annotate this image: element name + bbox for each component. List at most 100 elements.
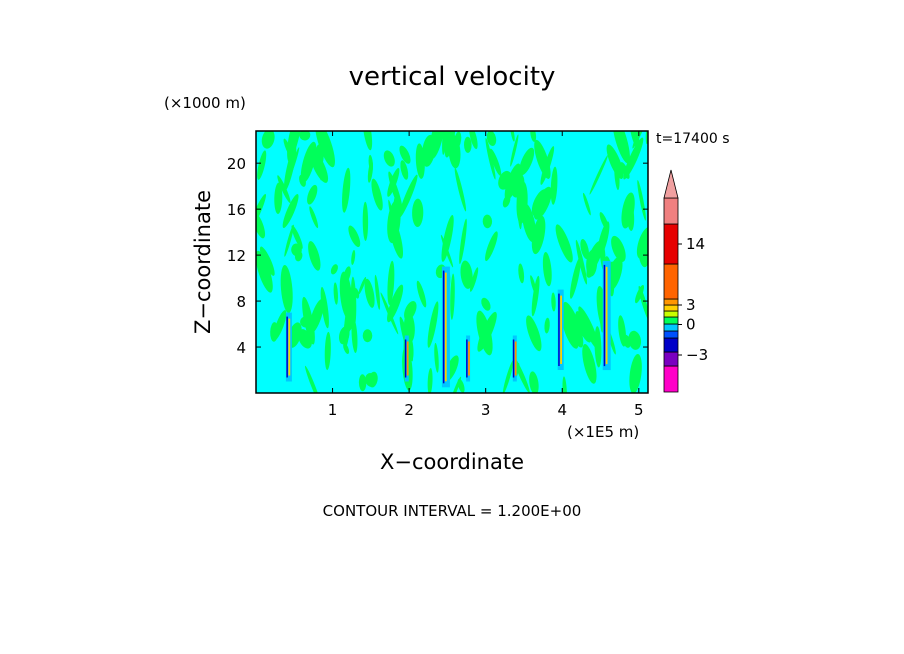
updraft-band bbox=[362, 329, 373, 343]
x-tick-label: 3 bbox=[481, 401, 491, 419]
cell-downdraft bbox=[286, 316, 288, 378]
updraft-band bbox=[575, 311, 592, 343]
updraft-band bbox=[531, 275, 540, 317]
colorbar-segment bbox=[663, 330, 679, 339]
updraft-band bbox=[339, 271, 353, 320]
cell-updraft bbox=[605, 266, 608, 365]
updraft-band bbox=[348, 225, 361, 248]
x-tick-label: 4 bbox=[557, 401, 567, 419]
updraft-band bbox=[463, 136, 472, 153]
colorbar-segment bbox=[663, 298, 679, 306]
colorbar: −3 0 3 14 bbox=[663, 169, 708, 393]
updraft-band bbox=[277, 175, 291, 203]
colorbar-extend-arrow bbox=[663, 169, 679, 199]
updraft-band bbox=[606, 144, 624, 179]
updraft-band bbox=[291, 243, 302, 257]
updraft-band bbox=[486, 131, 497, 146]
updraft-band bbox=[441, 214, 454, 262]
updraft-band bbox=[291, 131, 303, 156]
updraft-band bbox=[542, 251, 552, 287]
colorbar-segment bbox=[663, 323, 679, 332]
updraft-band bbox=[380, 292, 399, 335]
colorbar-segment bbox=[663, 365, 679, 393]
y-tick-label: 12 bbox=[227, 247, 246, 265]
updraft-band bbox=[530, 131, 537, 142]
updraft-band bbox=[358, 276, 367, 295]
updraft-band bbox=[569, 257, 581, 299]
updraft-band bbox=[444, 131, 456, 158]
x-axis-label: X−coordinate bbox=[380, 450, 524, 474]
cell-downdraft bbox=[466, 339, 468, 378]
colorbar-segment bbox=[663, 223, 679, 265]
updraft-band bbox=[299, 174, 306, 187]
updraft-band bbox=[274, 182, 283, 214]
updraft-band bbox=[351, 318, 358, 353]
updraft-band bbox=[582, 344, 597, 384]
updraft-band bbox=[257, 150, 267, 180]
colorbar-segment bbox=[663, 337, 679, 353]
updraft-band bbox=[516, 181, 528, 224]
y-axis-ticks: 4 8 12 16 20 bbox=[227, 155, 648, 357]
updraft-band bbox=[599, 212, 609, 231]
updraft-band bbox=[512, 356, 530, 393]
updraft-band bbox=[530, 275, 537, 296]
updraft-band bbox=[454, 167, 467, 212]
updraft-band bbox=[342, 167, 351, 213]
updraft-band bbox=[636, 226, 648, 259]
updraft-band bbox=[510, 131, 515, 142]
updraft-band bbox=[388, 214, 404, 259]
updraft-band bbox=[454, 131, 462, 149]
updraft-band bbox=[485, 231, 498, 262]
updraft-band bbox=[351, 250, 356, 265]
updraft-band bbox=[459, 218, 467, 265]
updraft-band bbox=[628, 330, 642, 350]
updraft-band bbox=[309, 206, 319, 229]
updraft-band bbox=[367, 161, 373, 183]
updraft-band bbox=[427, 301, 439, 348]
y-tick-label: 4 bbox=[236, 339, 246, 357]
updraft-band bbox=[562, 376, 567, 393]
updraft-band bbox=[412, 198, 424, 227]
updraft-band bbox=[350, 276, 357, 326]
updraft-band bbox=[280, 264, 293, 314]
updraft-band bbox=[387, 260, 395, 306]
updraft-band bbox=[629, 354, 642, 393]
colorbar-tick-label: 0 bbox=[686, 316, 696, 334]
x-unit-label: (×1E5 m) bbox=[567, 423, 639, 441]
updraft-band bbox=[283, 145, 297, 191]
updraft-band bbox=[637, 179, 646, 221]
updraft-band bbox=[460, 260, 473, 289]
cell-downdraft bbox=[512, 339, 515, 378]
updraft-band bbox=[635, 284, 644, 304]
updraft-band bbox=[550, 166, 558, 205]
updraft-band bbox=[324, 331, 331, 371]
x-tick-label: 1 bbox=[328, 401, 338, 419]
updraft-band bbox=[551, 292, 556, 312]
updraft-band bbox=[457, 378, 465, 393]
x-tick-label: 2 bbox=[404, 401, 414, 419]
updraft-band bbox=[270, 322, 279, 342]
updraft-band bbox=[387, 167, 400, 197]
updraft-band bbox=[416, 280, 427, 308]
updraft-band bbox=[307, 322, 315, 334]
y-tick-label: 16 bbox=[227, 201, 246, 219]
updraft-band bbox=[611, 235, 626, 262]
colorbar-tick-label: 14 bbox=[686, 235, 705, 253]
colorbar-segment bbox=[663, 304, 679, 312]
cell-updraft bbox=[444, 272, 447, 382]
time-label: t=17400 s bbox=[656, 131, 730, 147]
cell-updraft bbox=[288, 318, 291, 376]
updraft-band bbox=[526, 315, 542, 352]
updraft-band bbox=[575, 239, 588, 285]
cell-updraft bbox=[468, 341, 470, 376]
updraft-band bbox=[286, 147, 300, 185]
x-axis-ticks: 1 2 3 4 5 bbox=[328, 131, 644, 419]
updraft-band bbox=[387, 284, 404, 323]
updraft-band bbox=[299, 131, 311, 141]
updraft-band bbox=[580, 239, 590, 260]
colorbar-tick-label: 3 bbox=[686, 296, 696, 314]
updraft-band bbox=[469, 267, 479, 292]
updraft-band bbox=[618, 315, 627, 347]
updraft-band bbox=[399, 145, 411, 164]
